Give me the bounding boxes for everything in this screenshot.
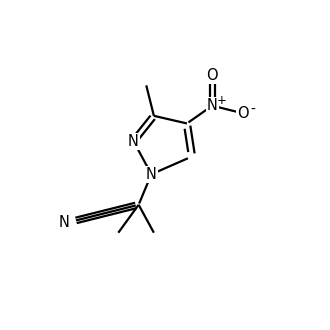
Text: O: O [237, 106, 248, 121]
Text: N: N [207, 98, 218, 113]
Text: N: N [59, 215, 70, 230]
Text: N: N [128, 134, 139, 149]
Text: +: + [217, 94, 227, 107]
Text: N: N [146, 167, 157, 182]
Text: O: O [207, 68, 218, 83]
Text: -: - [250, 103, 255, 116]
